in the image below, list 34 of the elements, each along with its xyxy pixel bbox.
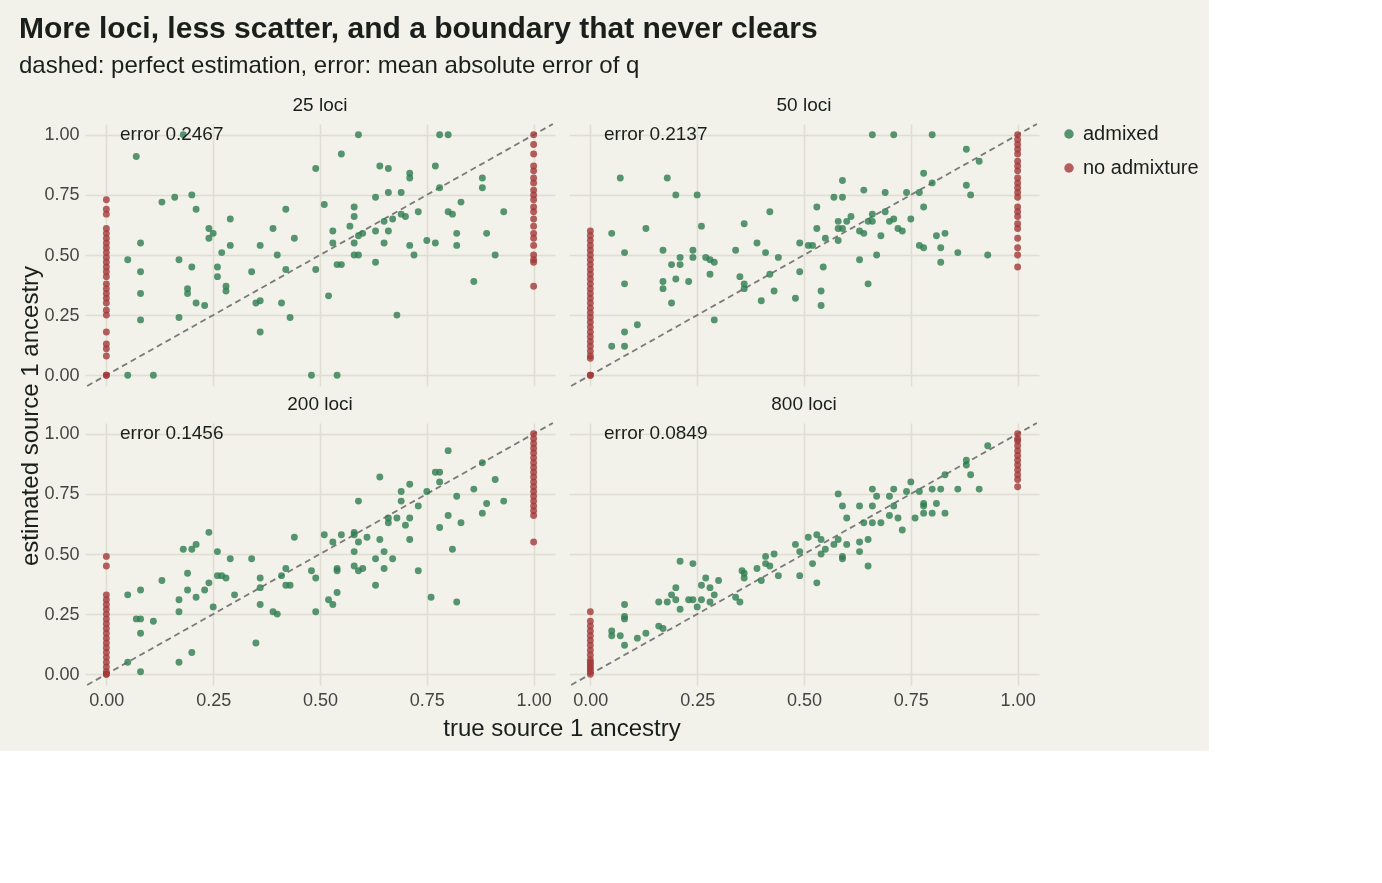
x-axis-title: true source 1 ancestry (443, 714, 681, 741)
chart-title: 50 loci (776, 94, 832, 116)
x-tick-label: 0.00 (89, 689, 125, 710)
x-tick-label: 1.00 (1000, 689, 1036, 710)
y-tick-label: 0.00 (44, 663, 80, 684)
chart-title: 200 loci (287, 393, 353, 415)
annotation: error 0.2137 (604, 123, 708, 144)
y-tick-label: 0.25 (44, 603, 80, 624)
chart-title: 800 loci (771, 393, 837, 415)
x-tick-label: 0.25 (680, 689, 716, 710)
x-tick-label: 1.00 (516, 689, 552, 710)
x-tick-label: 0.50 (302, 689, 339, 710)
text: More loci, less scatter, and a boundary that never clears (19, 11, 818, 45)
annotation: error 0.1456 (120, 422, 224, 443)
legend-label: no admixture (1083, 156, 1199, 178)
annotation: error 0.2467 (120, 123, 224, 144)
legend-label: admixed (1083, 122, 1159, 144)
x-tick-label: 0.00 (573, 689, 609, 710)
y-axis-title: estimated source 1 ancestry (16, 265, 43, 567)
y-tick-label: 0.00 (44, 364, 80, 385)
annotation: error 0.0849 (604, 422, 708, 443)
y-tick-label: 0.50 (44, 543, 80, 564)
y-tick-label: 0.50 (44, 244, 80, 265)
y-tick-label: 0.25 (44, 304, 80, 325)
y-tick-label: 0.75 (44, 483, 80, 504)
chart-title: 25 loci (292, 94, 348, 116)
x-tick-label: 0.25 (196, 689, 232, 710)
y-tick-label: 0.75 (44, 184, 80, 205)
x-tick-label: 0.75 (893, 689, 929, 710)
x-tick-label: 0.75 (409, 689, 445, 710)
text: dashed: perfect estimation, error: mean absolute error of q (19, 51, 640, 79)
x-tick-label: 0.50 (786, 689, 823, 710)
y-tick-label: 1.00 (44, 423, 80, 444)
y-tick-label: 1.00 (44, 124, 80, 145)
